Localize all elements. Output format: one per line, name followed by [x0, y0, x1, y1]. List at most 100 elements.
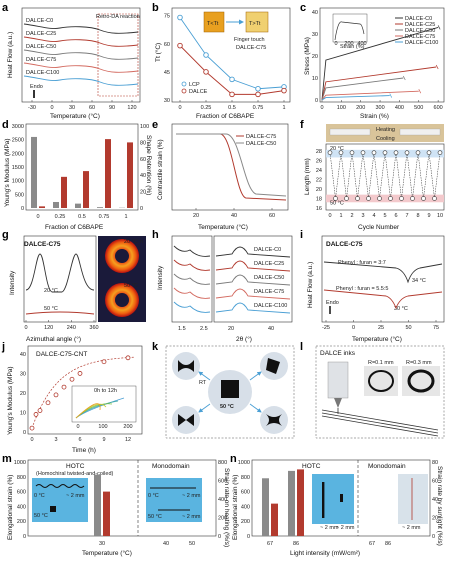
waxs-pattern-20c-center: [115, 249, 129, 263]
panel-h-series-label-3: DALCE-C75: [254, 289, 284, 295]
panel-b-point-1-3: [256, 92, 261, 97]
panel-c-xtick-label-3: 300: [375, 105, 384, 111]
panel-j-ytick-label-3: 30: [20, 371, 26, 377]
panel-a-series-label-3: DALCE-C75: [26, 57, 56, 63]
panel-d-bar-retention-3: [105, 139, 111, 208]
panel-d-ylabel: Young's Modulus (MPa): [4, 138, 11, 207]
finger-touch-label: Finger touch: [234, 37, 265, 43]
panel-f-point-9: [378, 196, 382, 200]
panel-a-ylabel: Heat Flow (a.u.): [7, 32, 14, 78]
panel-c-break-0: [438, 25, 440, 29]
panel-n-xtick-label-2: 67: [369, 541, 375, 547]
panel-m-xtick-label-0: 30: [99, 541, 105, 547]
panel-f-point-7: [367, 196, 371, 200]
panel-c-xtick-label-1: 100: [337, 105, 346, 111]
panel-f-xtick-label-1: 1: [339, 213, 342, 219]
panel-d-bar-modulus-0: [31, 137, 37, 208]
panel-n-bar-strain-0: [262, 478, 269, 536]
photo-m-label-6: ~ 2 mm: [182, 514, 201, 520]
panel-e-xlabel: Temperature (°C): [198, 223, 248, 231]
panel-j-point-7: [78, 371, 82, 375]
panel-m-y2-ytick-label-2: 400: [218, 497, 227, 503]
heating-label: Heating: [376, 127, 395, 133]
panel-f-ytick-label-0: 16: [316, 206, 322, 212]
panel-c-inset-xtick-1: 200: [344, 41, 353, 47]
panel-m-y2-ytick-label-1: 200: [218, 516, 227, 522]
panel-h-ylabel: Intensity: [157, 265, 164, 290]
panel-b-legend-marker-1: [182, 89, 186, 93]
panel-d-xtick-label-1: 0.25: [55, 214, 66, 220]
panel-m-ytick-label-3: 600: [17, 490, 26, 496]
panel-n-y2-ytick-label-0: 0: [432, 534, 435, 540]
panel-f-point-10: [383, 151, 387, 155]
panel-j-ylabel: Young's Modulus (MPa): [7, 366, 14, 435]
panel-j-ytick-label-0: 0: [23, 430, 26, 436]
photo-m-label-0: 0 °C: [34, 493, 45, 499]
printer-nozzle-body: [328, 362, 348, 398]
panel-b: T<Tt T>Tt Finger touch DALCE-C75 Fractio…: [154, 8, 290, 120]
panel-f-xtick-label-3: 3: [361, 213, 364, 219]
panel-n-y2-ytick-label-3: 60: [432, 479, 438, 485]
arrow-bl: [199, 404, 210, 412]
hotc-coil-n-1: [322, 482, 324, 518]
panel-a-series-label-4: DALCE-C100: [26, 70, 59, 76]
panel-f-ytick-label-2: 20: [316, 187, 322, 193]
panel-a-series-label-2: DALCE-C50: [26, 44, 56, 50]
rt-label: RT: [199, 380, 207, 386]
panel-c-inset: [333, 14, 367, 42]
arrow-tr: [250, 372, 261, 380]
panel-b-xlabel: Fraction of C6BAPE: [196, 113, 255, 120]
panel-g-xtick-label-0: 0: [24, 325, 27, 331]
panel-m-bar-strain-0: [94, 475, 101, 536]
panel-j-inset-label: 0h to 12h: [94, 388, 117, 394]
panel-m-y2-ytick-label-0: 0: [218, 534, 221, 540]
panel-e-legend-label-0: DALCE-C75: [246, 134, 276, 140]
hotc-coil-hot: [50, 506, 56, 512]
panel-g-title: DALCE-C75: [24, 241, 61, 248]
panel-n-xlabel: Light intensity (mW/cm²): [290, 550, 360, 557]
panel-n-ytick-label-0: 0: [247, 534, 250, 540]
panel-n-bar-rate-1: [297, 469, 304, 536]
panel-f-point-8: [372, 151, 376, 155]
panel-d-xtick-label-2: 0.5: [78, 214, 86, 220]
panel-g-frame: [24, 236, 96, 322]
panel-label-j: j: [1, 341, 5, 353]
panel-i-ylabel: Heat Flow (a.u.): [307, 262, 314, 308]
panel-j-point-4: [54, 393, 58, 397]
panel-h-xtick-label-2: 20: [228, 326, 234, 332]
panel-c-break-4: [390, 94, 392, 98]
panel-b-xtick-label-2: 0.5: [228, 105, 236, 111]
panel-m-ytick-label-4: 800: [17, 475, 26, 481]
panel-h-series-label-2: DALCE-C50: [254, 275, 284, 281]
photo-n-label-2: ~ 2 mm: [402, 525, 421, 531]
panel-f-xtick-label-2: 2: [350, 213, 353, 219]
panel-label-k: k: [152, 341, 159, 353]
panel-c-break-3: [419, 89, 421, 93]
panel-d-xlabel: Fraction of C6BAPE: [45, 224, 104, 231]
panel-i-trace-2: [324, 290, 442, 308]
panel-c-xlabel: Strain (%): [360, 113, 389, 120]
panel-c-series-line-4: [322, 96, 390, 100]
panel-j-point-0: [30, 426, 34, 430]
panel-label-l: l: [300, 341, 303, 353]
panel-label-a: a: [2, 2, 9, 14]
panel-b-xtick-label-0: 0: [178, 105, 181, 111]
panel-g-xlabel: Azimuthal angle (°): [26, 335, 81, 343]
panel-f-point-11: [389, 196, 393, 200]
photo-below-tt-label: T<Tt: [207, 21, 219, 27]
panel-n-bar-rate-0: [271, 504, 278, 536]
panel-n-xtick-label-1: 86: [293, 541, 299, 547]
panel-c-ylabel: Stress (MPa): [304, 37, 311, 75]
panel-i-xtick-label-0: -25: [322, 325, 330, 331]
panel-a-xtick-label-2: 30: [69, 105, 75, 111]
panel-b-point-1-1: [204, 70, 209, 75]
panel-f-ytick-label-6: 28: [316, 149, 322, 155]
panel-h-xlabel: 2θ (°): [236, 335, 252, 343]
panel-b-point-0-3: [256, 86, 261, 91]
panel-b-legend-marker-0: [182, 82, 186, 86]
panel-d-bar-retention-4: [127, 142, 133, 208]
panel-label-i: i: [300, 229, 303, 241]
